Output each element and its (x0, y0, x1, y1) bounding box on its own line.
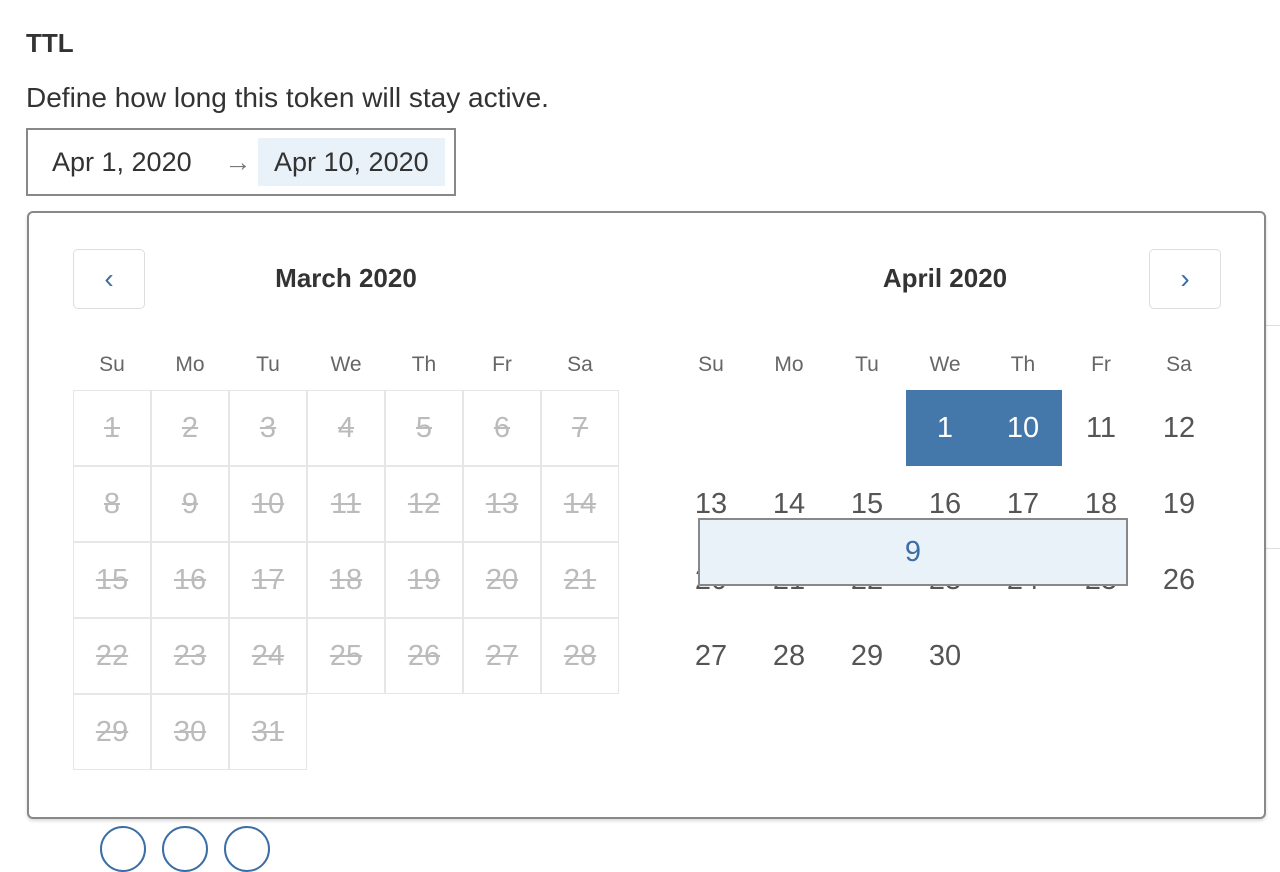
next-month-button[interactable]: › (1149, 249, 1221, 309)
end-date[interactable]: Apr 10, 2020 (258, 138, 445, 186)
day-cell: 2 (151, 390, 229, 466)
month-title: March 2020 (275, 263, 417, 293)
day-cell[interactable]: 1 (906, 390, 984, 466)
month-title: April 2020 (882, 263, 1008, 293)
empty-cell (750, 390, 828, 466)
weekday-label: We (929, 353, 961, 376)
day-cell[interactable]: 11 (1085, 411, 1117, 444)
day-cell: 13 (463, 466, 541, 542)
day-grid: 1234567891011121314151617181920212223242… (672, 390, 1218, 694)
section-description: Define how long this token will stay act… (26, 82, 549, 113)
day-cell: 12 (385, 466, 463, 542)
day-cell: 31 (229, 694, 307, 770)
day-cell[interactable]: 9 (698, 518, 1128, 586)
day-cell: 11 (307, 466, 385, 542)
day-cell[interactable]: 14 (772, 487, 806, 520)
weekday-label: Mo (175, 353, 205, 376)
day-cell: 29 (73, 694, 151, 770)
day-cell[interactable]: 18 (1084, 487, 1118, 520)
weekday-label: Su (698, 353, 724, 376)
day-cell: 7 (541, 390, 619, 466)
weekday-label: Tu (256, 353, 280, 376)
weekday-label: We (330, 353, 362, 376)
divider (1265, 548, 1280, 549)
day-cell: 1 (73, 390, 151, 466)
day-cell: 23 (151, 618, 229, 694)
day-cell: 30 (151, 694, 229, 770)
divider (1265, 325, 1280, 326)
day-cell: 9 (151, 466, 229, 542)
day-cell: 27 (463, 618, 541, 694)
day-cell[interactable]: 28 (772, 639, 806, 672)
empty-cell (828, 390, 906, 466)
weekday-label: Sa (567, 353, 593, 376)
day-cell: 19 (385, 542, 463, 618)
day-cell[interactable]: 19 (1162, 487, 1196, 520)
day-cell: 6 (463, 390, 541, 466)
day-cell: 22 (73, 618, 151, 694)
chevron-left-icon: ‹ (104, 263, 114, 294)
start-date[interactable]: Apr 1, 2020 (52, 146, 192, 177)
day-cell[interactable]: 17 (1006, 487, 1040, 520)
weekday-label: Sa (1166, 353, 1192, 376)
date-range-input[interactable]: Apr 1, 2020 → Apr 10, 2020 (26, 128, 456, 196)
day-cell[interactable]: 10 (984, 390, 1062, 466)
day-cell: 24 (229, 618, 307, 694)
day-cell[interactable]: 30 (928, 639, 962, 672)
weekday-label: Tu (855, 353, 879, 376)
weekday-label: Th (1010, 353, 1036, 376)
chevron-right-icon: › (1180, 263, 1190, 294)
day-cell: 16 (151, 542, 229, 618)
arrow-right-icon: → (224, 146, 252, 177)
background-controls (100, 826, 270, 872)
prev-month-button[interactable]: ‹ (73, 249, 145, 309)
weekday-label: Fr (1091, 353, 1111, 376)
day-cell: 28 (541, 618, 619, 694)
day-cell[interactable]: 26 (1162, 563, 1196, 596)
day-cell: 3 (229, 390, 307, 466)
day-cell[interactable]: 13 (694, 487, 728, 520)
day-cell[interactable]: 29 (850, 639, 884, 672)
day-cell: 5 (385, 390, 463, 466)
day-cell: 15 (73, 542, 151, 618)
day-cell: 18 (307, 542, 385, 618)
day-cell: 20 (463, 542, 541, 618)
day-cell: 8 (73, 466, 151, 542)
day-cell: 17 (229, 542, 307, 618)
weekday-label: Th (411, 353, 437, 376)
day-cell: 21 (541, 542, 619, 618)
day-cell[interactable]: 16 (928, 487, 962, 520)
weekday-label: Mo (774, 353, 804, 376)
day-cell[interactable]: 27 (694, 639, 728, 672)
weekday-header: Su Mo Tu We Th Fr Sa (73, 353, 619, 377)
day-cell[interactable]: 12 (1162, 411, 1196, 444)
day-cell: 14 (541, 466, 619, 542)
day-cell: 25 (307, 618, 385, 694)
weekday-header: Su Mo Tu We Th Fr Sa (672, 353, 1218, 377)
day-cell: 10 (229, 466, 307, 542)
empty-cell (672, 390, 750, 466)
day-cell: 26 (385, 618, 463, 694)
day-cell: 4 (307, 390, 385, 466)
section-title: TTL (26, 28, 74, 58)
day-cell[interactable]: 15 (850, 487, 884, 520)
weekday-label: Su (99, 353, 125, 376)
weekday-label: Fr (492, 353, 512, 376)
